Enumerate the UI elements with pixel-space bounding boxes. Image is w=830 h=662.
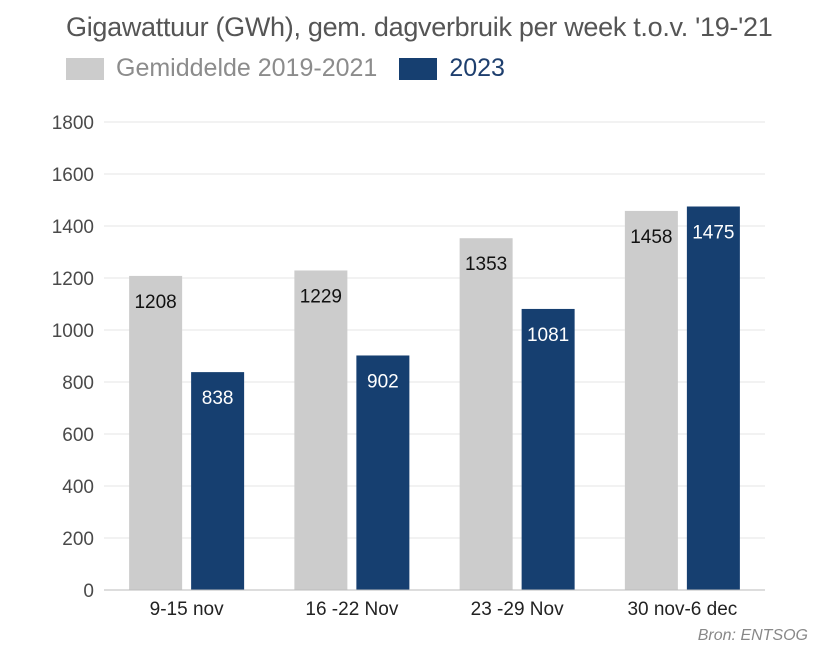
bar-baseline-1 — [294, 270, 348, 590]
y-tick-label-1200: 1200 — [52, 269, 94, 290]
x-tick-label-1: 16 -22 Nov — [305, 599, 398, 620]
y-tick-label-200: 200 — [62, 529, 94, 550]
bar-current-3 — [686, 206, 740, 590]
bar-current-2 — [521, 308, 575, 590]
bar-current-1 — [356, 355, 410, 590]
bar-baseline-0 — [129, 275, 183, 590]
y-tick-label-1800: 1800 — [52, 113, 94, 134]
data-label-baseline-0: 1208 — [134, 292, 176, 313]
legend-item-2023: 2023 — [399, 54, 505, 83]
data-label-current-0: 838 — [202, 388, 234, 409]
y-tick-label-600: 600 — [62, 425, 94, 446]
data-label-current-3: 1475 — [692, 223, 734, 244]
chart-title: Gigawattuur (GWh), gem. dagverbruik per … — [66, 12, 773, 42]
x-tick-label-0: 9-15 nov — [150, 599, 224, 620]
data-label-baseline-2: 1353 — [465, 254, 507, 275]
bar-baseline-3 — [624, 210, 678, 591]
legend-label-baseline: Gemiddelde 2019-2021 — [116, 54, 378, 82]
data-label-baseline-1: 1229 — [300, 286, 342, 307]
x-tick-label-3: 30 nov-6 dec — [627, 599, 737, 620]
y-tick-label-1000: 1000 — [52, 321, 94, 342]
y-tick-label-800: 800 — [62, 373, 94, 394]
bar-baseline-2 — [459, 238, 513, 590]
legend-swatch-2023 — [399, 57, 438, 80]
y-tick-label-0: 0 — [83, 581, 94, 602]
data-label-current-1: 902 — [367, 371, 399, 392]
data-label-baseline-3: 1458 — [630, 227, 672, 248]
legend-label-2023: 2023 — [449, 54, 505, 82]
source-note: Bron: ENTSOG — [697, 627, 808, 644]
y-tick-label-1600: 1600 — [52, 165, 94, 186]
y-tick-label-1400: 1400 — [52, 217, 94, 238]
x-tick-label-2: 23 -29 Nov — [471, 599, 564, 620]
legend-swatch-baseline — [66, 57, 104, 80]
y-tick-label-400: 400 — [62, 477, 94, 498]
data-label-current-2: 1081 — [527, 325, 569, 346]
bar-current-0 — [191, 372, 245, 590]
legend-item-baseline: Gemiddelde 2019-2021 — [66, 54, 377, 83]
legend: Gemiddelde 2019-2021 2023 — [66, 54, 527, 83]
